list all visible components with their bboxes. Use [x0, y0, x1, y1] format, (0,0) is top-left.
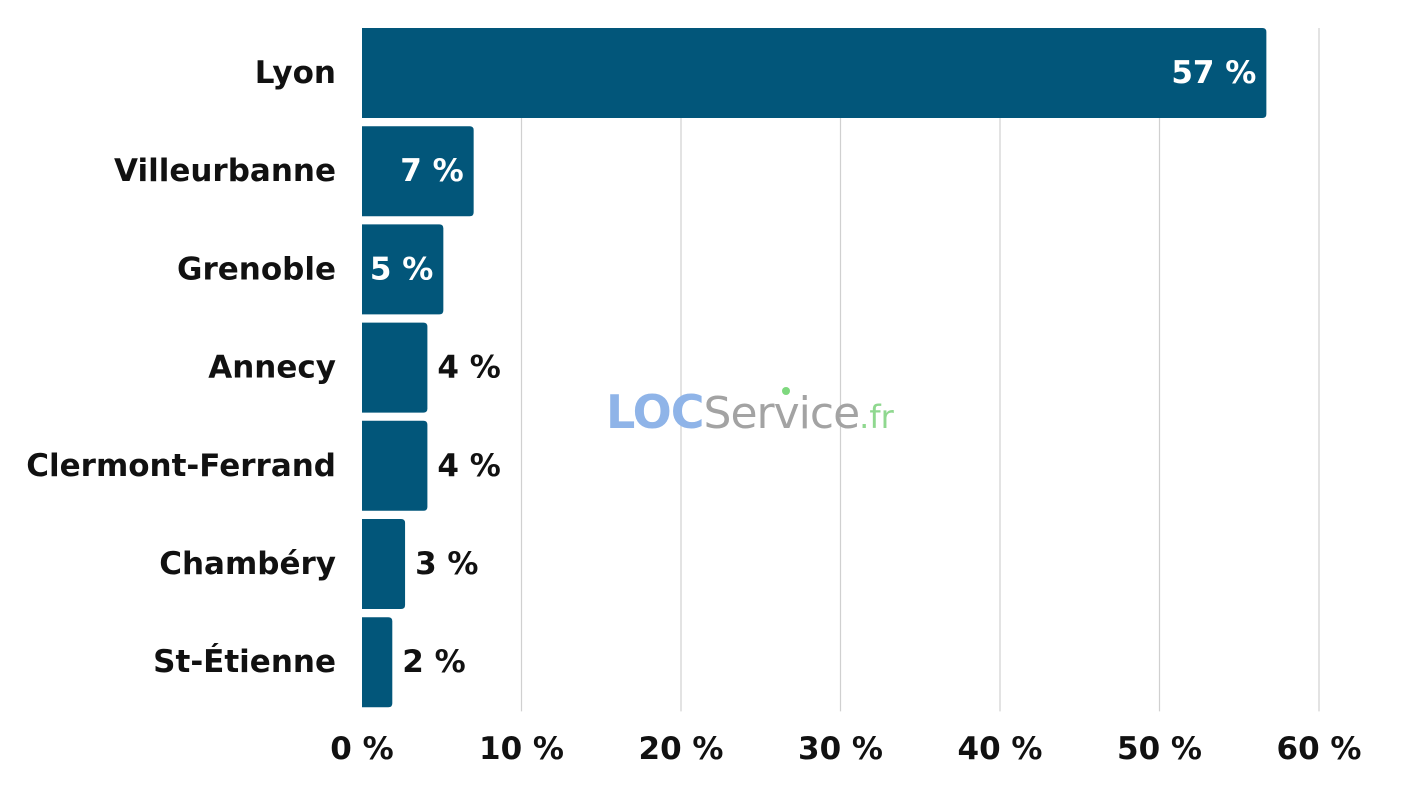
- x-tick-label-40: 40 %: [958, 731, 1043, 767]
- x-tick-label-20: 20 %: [639, 731, 724, 767]
- category-labels: Lyon Villeurbanne Grenoble Annecy Clermont-F…: [26, 55, 336, 680]
- data-labels: 57 % 7 % 5 % 4 % 4 % 3 % 2 %: [370, 55, 1256, 680]
- category-label-grenoble: Grenoble: [177, 251, 336, 287]
- data-label-lyon: 57 %: [1171, 55, 1256, 91]
- locservice-logo-watermark: LOCService.fr: [606, 385, 895, 439]
- bar-clermont-ferrand: [362, 420, 428, 511]
- bar-grenoble: [362, 224, 444, 315]
- data-label-grenoble: 5 %: [370, 251, 433, 287]
- bar-annecy: [362, 322, 428, 413]
- bar-st-etienne: [362, 617, 393, 708]
- data-label-chambery: 3 %: [415, 546, 478, 582]
- bar-villeurbanne: [362, 126, 474, 217]
- watermark-service: Service: [704, 388, 860, 439]
- data-label-annecy: 4 %: [437, 350, 500, 386]
- category-label-villeurbanne: Villeurbanne: [114, 153, 336, 189]
- x-tick-label-10: 10 %: [479, 731, 564, 767]
- x-tick-label-50: 50 %: [1117, 731, 1202, 767]
- category-label-clermont-ferrand: Clermont-Ferrand: [26, 448, 336, 484]
- category-label-st-etienne: St-Étienne: [153, 644, 336, 680]
- x-tick-label-60: 60 %: [1277, 731, 1362, 767]
- bar-chambery: [362, 519, 406, 609]
- data-label-clermont-ferrand: 4 %: [437, 448, 500, 484]
- data-label-villeurbanne: 7 %: [400, 153, 463, 189]
- watermark-loc: LOC: [606, 385, 704, 439]
- category-label-chambery: Chambéry: [159, 546, 336, 582]
- watermark-tld: .fr: [859, 398, 894, 436]
- category-label-lyon: Lyon: [255, 55, 336, 91]
- bar-lyon: [362, 28, 1267, 118]
- bars: [362, 28, 1267, 708]
- x-tick-label-30: 30 %: [798, 731, 883, 767]
- data-label-st-etienne: 2 %: [402, 644, 465, 680]
- watermark-dot-icon: [782, 387, 790, 395]
- x-tick-label-0: 0 %: [330, 731, 393, 767]
- gridlines: [520, 28, 1320, 712]
- svg-text:LOCService.fr: LOCService.fr: [606, 385, 895, 439]
- x-axis-tick-labels: 0 % 10 % 20 % 30 % 40 % 50 % 60 %: [330, 731, 1361, 767]
- category-label-annecy: Annecy: [208, 350, 336, 386]
